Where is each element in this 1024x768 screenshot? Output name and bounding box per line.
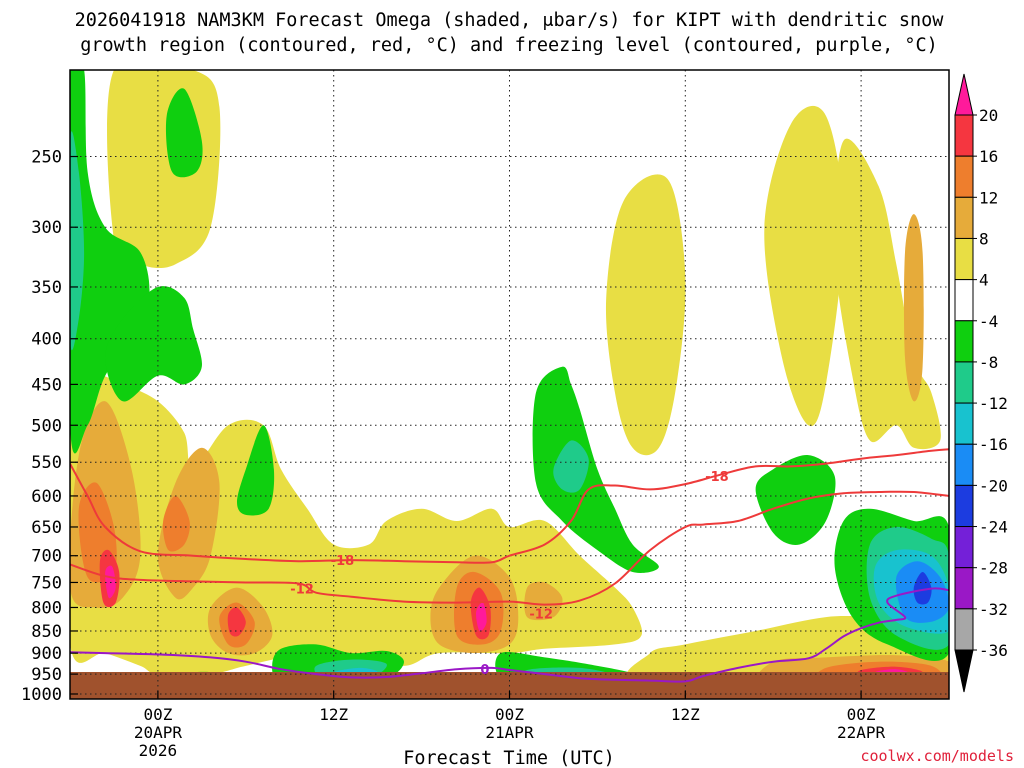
colorbar-band-5 <box>954 279 974 322</box>
omega-region-m4-28 <box>237 425 275 516</box>
omega-region-4-3 <box>764 105 844 427</box>
plot-area: -18 -12 -18 -12 0 <box>69 69 950 700</box>
colorbar-band-2 <box>954 155 974 198</box>
y-tick-label-650: 650 <box>31 518 62 538</box>
omega-region-4-0 <box>107 70 221 268</box>
y-tick-label-400: 400 <box>31 330 62 350</box>
y-tick-label-300: 300 <box>31 218 62 238</box>
y-axis: 2503003504004505005506006507007508008509… <box>21 148 78 705</box>
colorbar-band-9 <box>954 443 974 486</box>
omega-region-m4-33 <box>755 454 836 545</box>
colorbar-label-6: -8 <box>979 353 998 372</box>
colorbar-band-13 <box>954 608 974 651</box>
y-tick-label-900: 900 <box>31 644 62 664</box>
y-tick-label-800: 800 <box>31 598 62 618</box>
x-tick-label-30-0: 12Z <box>671 705 700 724</box>
omega-region-m4-27 <box>165 88 203 178</box>
colorbar-band-7 <box>954 361 974 404</box>
colorbar-top-arrow <box>954 73 974 116</box>
colorbar-band-3 <box>954 196 974 239</box>
colorbar-label-2: 12 <box>979 188 998 207</box>
y-tick-label-550: 550 <box>31 453 62 473</box>
omega-region-16-19 <box>227 607 246 637</box>
omega-region-m4-32 <box>532 366 659 573</box>
y-tick-label-450: 450 <box>31 375 62 395</box>
y-tick-label-750: 750 <box>31 573 62 593</box>
colorbar-label-11: -28 <box>979 559 1008 578</box>
y-tick-label-500: 500 <box>31 416 62 436</box>
y-tick-label-850: 850 <box>31 622 62 642</box>
y-tick-label-700: 700 <box>31 547 62 567</box>
x-tick-label-40-1: 22APR <box>837 723 886 742</box>
x-tick-label-0-0: 00Z <box>143 705 172 724</box>
x-tick-label-0-2: 2026 <box>139 741 178 760</box>
colorbar-label-1: 16 <box>979 147 998 166</box>
colorbar: 20 16 12 8 4 -4 -8 -12 -16 -20 -24 -28 -32 -36 <box>954 73 1008 693</box>
dgz-contour-minus18 <box>70 448 949 564</box>
watermark: coolwx.com/models <box>860 747 1014 765</box>
colorbar-label-10: -24 <box>979 518 1008 537</box>
colorbar-label-12: -32 <box>979 600 1008 619</box>
colorbar-label-3: 8 <box>979 229 989 248</box>
y-tick-label-1000: 1000 <box>21 685 62 705</box>
chart-title-line-2: growth region (contoured, red, °C) and f… <box>80 35 938 56</box>
contour-label-2: -18 <box>705 470 729 485</box>
omega-region-12-14 <box>162 495 190 552</box>
colorbar-band-8 <box>954 402 974 445</box>
contour-label-0: -18 <box>331 554 355 569</box>
omega-region-m8-35 <box>70 131 85 350</box>
dgz-contour-minus12 <box>70 490 949 606</box>
y-tick-label-950: 950 <box>31 665 62 685</box>
omega-region-20-22 <box>105 565 116 599</box>
omega-region-8-10 <box>524 581 563 621</box>
x-tick-label-20-0: 00Z <box>495 705 524 724</box>
colorbar-label-8: -16 <box>979 435 1008 454</box>
y-tick-label-350: 350 <box>31 278 62 298</box>
colorbar-band-4 <box>954 237 974 281</box>
contour-label-3: -12 <box>529 607 553 622</box>
freezing-level-contour <box>70 587 949 683</box>
colorbar-label-9: -20 <box>979 476 1008 495</box>
omega-region-m4-25 <box>70 70 150 454</box>
x-tick-label-20-1: 21APR <box>485 723 534 742</box>
colorbar-bottom-arrow <box>954 649 974 693</box>
x-tick-label-10-0: 12Z <box>319 705 348 724</box>
colorbar-label-13: -36 <box>979 641 1008 660</box>
omega-region-m20-43 <box>913 572 932 605</box>
omega-region-m8-36 <box>553 440 589 493</box>
omega-region-20-23 <box>476 602 487 632</box>
chart-title-line-1: 2026041918 NAM3KM Forecast Omega (shaded… <box>75 10 945 31</box>
y-tick-label-600: 600 <box>31 487 62 507</box>
colorbar-label-0: 20 <box>979 106 998 125</box>
omega-region-4-2 <box>605 174 686 456</box>
colorbar-band-11 <box>954 526 974 569</box>
colorbar-band-1 <box>954 114 974 157</box>
omega-region-m4-26 <box>105 286 203 402</box>
omega-region-8-11 <box>903 214 924 402</box>
colorbar-label-7: -12 <box>979 394 1008 413</box>
colorbar-label-4: 4 <box>979 271 989 290</box>
colorbar-band-10 <box>954 484 974 528</box>
colorbar-band-6 <box>954 320 974 363</box>
contour-lines: -18 -12 -18 -12 0 <box>70 448 949 683</box>
y-tick-label-250: 250 <box>31 148 62 168</box>
x-tick-label-0-1: 20APR <box>134 723 183 742</box>
colorbar-band-12 <box>954 567 974 610</box>
x-tick-label-40-0: 00Z <box>847 705 876 724</box>
x-axis-title: Forecast Time (UTC) <box>403 748 615 768</box>
contour-label-4: 0 <box>480 663 489 678</box>
colorbar-label-5: -4 <box>979 312 998 331</box>
contour-label-1: -12 <box>290 583 314 598</box>
